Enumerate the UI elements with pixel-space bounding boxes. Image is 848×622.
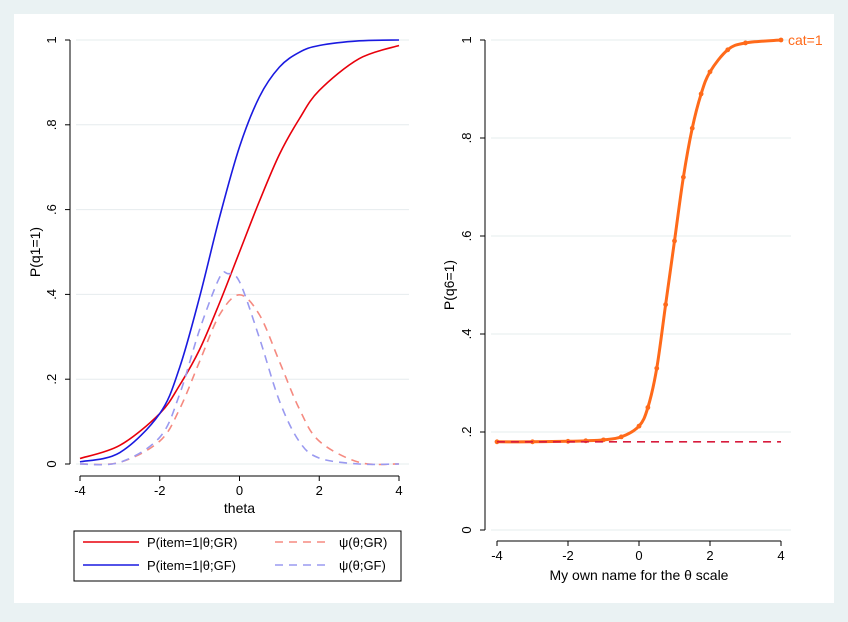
legend-label: ψ(θ;GF) — [339, 558, 386, 573]
x-axis-title: theta — [224, 500, 255, 516]
x-axis-title: My own name for the θ scale — [550, 567, 729, 583]
x-tick-label: 2 — [706, 548, 713, 563]
data-point — [636, 423, 642, 429]
y-tick-label: .4 — [44, 289, 59, 300]
plot-background — [14, 14, 834, 603]
y-tick-label: .2 — [44, 374, 59, 385]
y-tick-label: 0 — [44, 460, 59, 467]
data-point — [672, 238, 677, 244]
x-tick-label: 0 — [635, 548, 642, 563]
legend: P(item=1|θ;GR) P(item=1|θ;GF) ψ(θ;GR) ψ(θ;G… — [73, 530, 402, 582]
x-tick-label: -2 — [154, 483, 166, 498]
y-tick-label: .8 — [44, 119, 59, 130]
y-tick-label: .2 — [459, 427, 474, 438]
data-point — [680, 174, 686, 180]
data-point — [743, 40, 748, 46]
data-point — [725, 47, 731, 53]
x-tick-label: 2 — [316, 483, 323, 498]
x-tick-label: -4 — [491, 548, 503, 563]
data-point — [778, 37, 784, 43]
legend-label: P(item=1|θ;GF) — [147, 558, 236, 573]
y-tick-label: 1 — [459, 36, 474, 43]
legend-label: ψ(θ;GR) — [339, 535, 387, 550]
x-tick-label: 0 — [236, 483, 243, 498]
series-line — [79, 294, 400, 466]
y-tick-label: .4 — [459, 329, 474, 340]
data-point — [689, 125, 695, 131]
legend-label: P(item=1|θ;GR) — [147, 535, 237, 550]
left-panel: 0 .2 .4 .6 .8 1 -4 -2 0 2 4 theta P(q1=1) — [27, 36, 409, 516]
data-point — [663, 302, 669, 307]
series-line — [79, 270, 400, 466]
annotation-cat-1: cat=1 — [788, 32, 823, 48]
data-point — [654, 365, 660, 371]
right-panel: 0 .2 .4 .6 .8 1 -4 -2 0 2 4 My own name for the θ s… — [441, 32, 823, 583]
data-point — [707, 69, 713, 75]
legend-box — [73, 530, 402, 582]
y-axis-title: P(q6=1) — [441, 260, 457, 310]
y-tick-label: 0 — [459, 526, 474, 533]
y-axis-title: P(q1=1) — [27, 227, 43, 277]
y-tick-label: .6 — [459, 231, 474, 242]
series-line — [79, 39, 400, 463]
x-tick-label: 4 — [777, 548, 784, 563]
data-point — [698, 91, 704, 97]
x-tick-label: 4 — [395, 483, 402, 498]
data-point — [645, 405, 651, 410]
x-tick-label: -2 — [562, 548, 574, 563]
data-point — [618, 434, 624, 440]
x-tick-label: -4 — [74, 483, 86, 498]
y-tick-label: .8 — [459, 133, 474, 144]
y-tick-label: .6 — [44, 204, 59, 215]
y-tick-label: 1 — [44, 36, 59, 43]
